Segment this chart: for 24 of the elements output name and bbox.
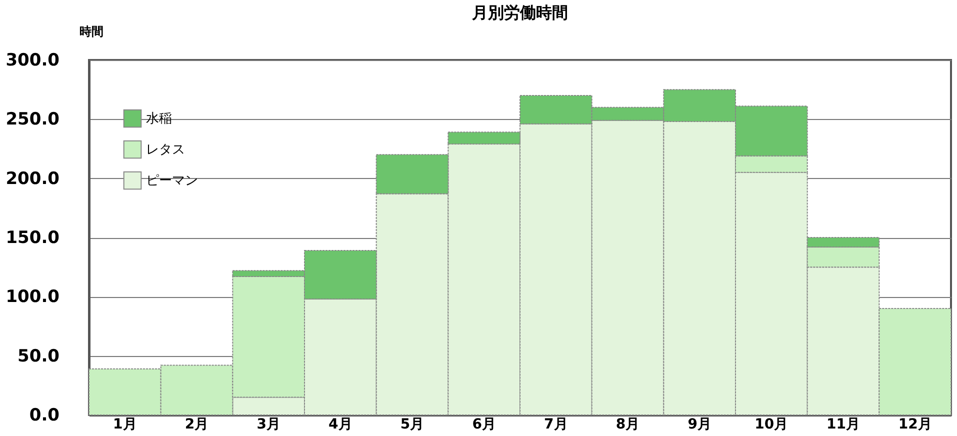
x-tick-label: 1月 [113,416,137,432]
x-tick-label: 10月 [754,416,788,432]
y-tick-label: 50.0 [18,346,60,366]
x-tick-label: 12月 [898,416,932,432]
x-tick-label: 5月 [400,416,424,432]
x-tick-label: 4月 [328,416,352,432]
y-tick-label: 200.0 [6,168,60,189]
x-tick-label: 11月 [826,416,860,432]
x-tick-label: 2月 [184,416,209,432]
x-tick-label: 7月 [544,416,568,432]
y-tick-label: 300.0 [6,50,60,70]
x-tick-label: 3月 [256,416,280,432]
y-tick-label: 0.0 [29,406,60,426]
legend-label: 水稲 [146,112,172,126]
y-tick-label: 150.0 [6,228,60,248]
legend-label: レタス [146,142,185,158]
legend-label: ピーマン [146,174,198,188]
y-tick-label: 100.0 [6,287,60,308]
chart-title: 月別労働時間 [471,3,568,22]
y-axis-title: 時間 [80,24,104,38]
x-tick-label: 9月 [688,416,712,432]
x-tick-label: 6月 [472,416,496,432]
y-tick-label: 250.0 [6,110,60,130]
x-tick-label: 8月 [616,416,640,432]
